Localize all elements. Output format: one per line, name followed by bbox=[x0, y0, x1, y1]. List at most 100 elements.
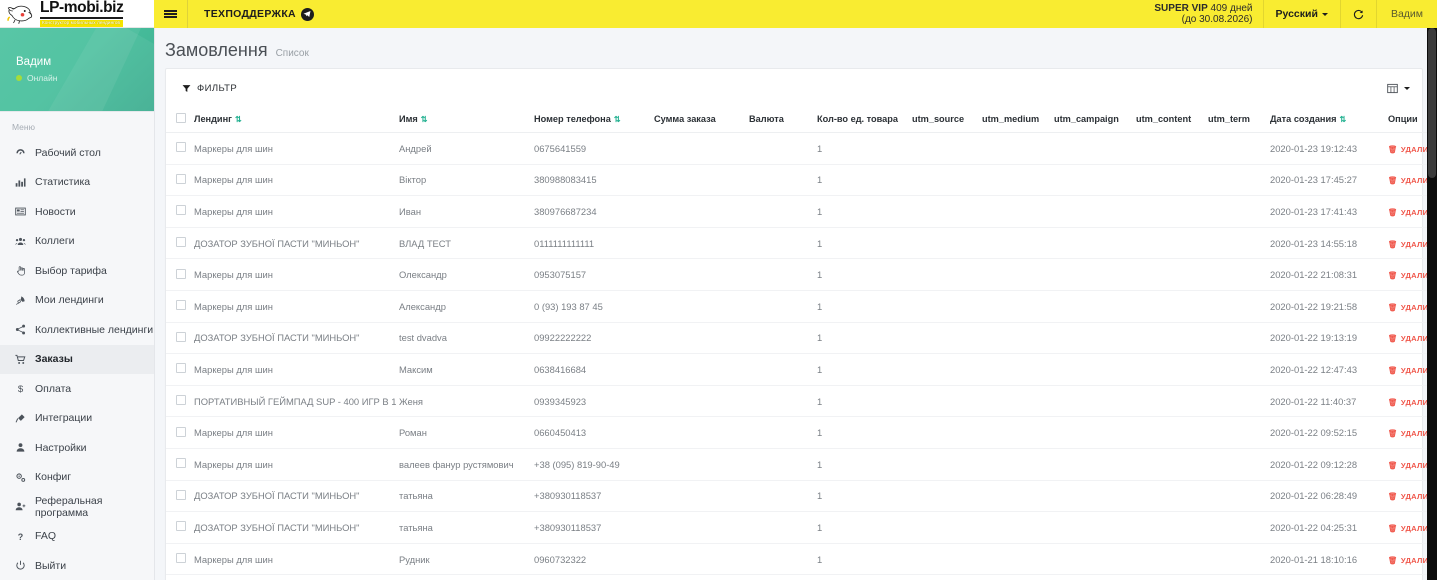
sidebar-item-13[interactable]: ? FAQ bbox=[0, 522, 154, 552]
column-label: Имя bbox=[399, 114, 418, 124]
sidebar-item-1[interactable]: Статистика bbox=[0, 168, 154, 198]
sidebar-item-4[interactable]: Выбор тарифа bbox=[0, 256, 154, 286]
table-row[interactable]: Маркеры для шин Роман 0660450413 1 2020-01-2… bbox=[166, 416, 1437, 449]
row-checkbox[interactable] bbox=[176, 458, 186, 469]
chart-bar-icon bbox=[13, 177, 27, 188]
table-row[interactable]: ПОРТАТИВНЫЙ ГЕЙМПАД SUP - 400 ИГР В 1 Жен… bbox=[166, 385, 1437, 418]
table-row[interactable]: ДОЗАТОР ЗУБНОЇ ПАСТИ "МИНЬОН" test dvadva… bbox=[166, 322, 1437, 355]
sidebar-item-0[interactable]: Рабочий стол bbox=[0, 138, 154, 168]
delete-button[interactable]: 🗑 УДАЛИТЬ bbox=[1388, 176, 1437, 185]
cell-date: 2020-01-21 18:10:16 bbox=[1270, 543, 1388, 576]
sidebar-item-9[interactable]: Интеграции bbox=[0, 404, 154, 434]
table-row[interactable]: Маркеры для шин Рудник 0960732322 1 2020-01-… bbox=[166, 543, 1437, 576]
scrollbar-thumb[interactable] bbox=[1428, 28, 1436, 178]
row-checkbox[interactable] bbox=[176, 173, 186, 184]
delete-label: УДАЛИТЬ bbox=[1400, 302, 1437, 312]
filter-button[interactable]: ФИЛЬТР bbox=[182, 83, 237, 94]
table-row[interactable]: Маркеры для шин Максим 0638416684 1 2020-01-… bbox=[166, 353, 1437, 386]
sidebar-item-6[interactable]: Коллективные лендинги bbox=[0, 315, 154, 345]
sidebar-item-3[interactable]: Коллеги bbox=[0, 227, 154, 257]
row-select-cell bbox=[166, 574, 194, 580]
delete-label: УДАЛИТЬ bbox=[1400, 239, 1437, 249]
row-checkbox[interactable] bbox=[176, 205, 186, 216]
support-link[interactable]: ТЕХПОДДЕРЖКА bbox=[188, 7, 330, 21]
row-checkbox[interactable] bbox=[176, 521, 186, 532]
sidebar-item-14[interactable]: Выйти bbox=[0, 551, 154, 580]
table-row[interactable]: ДОЗАТОР ЗУБНОЇ ПАСТИ "МИНЬОН" ВЛАД ТЕСТ 01… bbox=[166, 227, 1437, 260]
hamburger-icon[interactable] bbox=[154, 0, 188, 28]
sidebar-item-8[interactable]: $ Оплата bbox=[0, 374, 154, 404]
column-header-phone[interactable]: Номер телефона ⇅ bbox=[534, 107, 654, 133]
row-checkbox[interactable] bbox=[176, 363, 186, 374]
delete-button[interactable]: 🗑 УДАЛИТЬ bbox=[1388, 303, 1437, 312]
row-checkbox[interactable] bbox=[176, 142, 186, 153]
delete-button[interactable]: 🗑 УДАЛИТЬ bbox=[1388, 208, 1437, 217]
delete-button[interactable]: 🗑 УДАЛИТЬ bbox=[1388, 556, 1437, 565]
row-checkbox[interactable] bbox=[176, 268, 186, 279]
table-row[interactable]: Маркеры для шин09607323222 1 2020-01-21 18… bbox=[166, 574, 1437, 580]
sidebar-item-11[interactable]: Конфиг bbox=[0, 463, 154, 493]
table-row[interactable]: Маркеры для шин Віктор 380988083415 1 2020-0… bbox=[166, 164, 1437, 197]
dog-logo-icon bbox=[7, 5, 33, 24]
select-all-checkbox[interactable] bbox=[176, 113, 186, 123]
delete-button[interactable]: 🗑 УДАЛИТЬ bbox=[1388, 461, 1437, 470]
cell-utm-term bbox=[1208, 195, 1270, 228]
cell-utm-medium bbox=[982, 574, 1054, 580]
cell-currency bbox=[749, 132, 817, 165]
sidebar-item-7[interactable]: Заказы bbox=[0, 344, 154, 374]
sidebar-item-5[interactable]: Мои лендинги bbox=[0, 286, 154, 316]
row-checkbox[interactable] bbox=[176, 331, 186, 342]
sidebar-item-10[interactable]: Настройки bbox=[0, 433, 154, 463]
cell-utm-medium bbox=[982, 322, 1054, 355]
page-subtitle: Список bbox=[275, 48, 309, 59]
table-row[interactable]: Маркеры для шин Александр 0 (93) 193 87 45… bbox=[166, 290, 1437, 323]
cell-landing: Маркеры для шин bbox=[194, 574, 399, 580]
trash-icon: 🗑 bbox=[1388, 429, 1398, 439]
delete-label: УДАЛИТЬ bbox=[1400, 271, 1437, 281]
column-header-landing[interactable]: Лендинг ⇅ bbox=[194, 107, 399, 133]
table-row[interactable]: Маркеры для шин Иван 380976687234 1 2020-01-… bbox=[166, 195, 1437, 228]
cell-utm-source bbox=[912, 448, 982, 481]
cell-landing: ДОЗАТОР ЗУБНОЇ ПАСТИ "МИНЬОН" bbox=[194, 322, 399, 355]
table-row[interactable]: Маркеры для шин Олександр 0953075157 1 2020-… bbox=[166, 258, 1437, 291]
column-label: Сумма заказа bbox=[654, 114, 716, 124]
delete-button[interactable]: 🗑 УДАЛИТЬ bbox=[1388, 398, 1437, 407]
row-checkbox[interactable] bbox=[176, 489, 186, 500]
cell-landing: Маркеры для шин bbox=[194, 353, 399, 386]
table-row[interactable]: ДОЗАТОР ЗУБНОЇ ПАСТИ "МИНЬОН" татьяна +380… bbox=[166, 480, 1437, 513]
column-header-name[interactable]: Имя ⇅ bbox=[399, 107, 534, 133]
page-scrollbar[interactable] bbox=[1427, 28, 1437, 580]
delete-button[interactable]: 🗑 УДАЛИТЬ bbox=[1388, 366, 1437, 375]
row-checkbox[interactable] bbox=[176, 395, 186, 406]
user-menu[interactable]: Вадим bbox=[1375, 0, 1437, 28]
cell-utm-term bbox=[1208, 480, 1270, 513]
refresh-button[interactable] bbox=[1339, 0, 1376, 28]
table-row[interactable]: ДОЗАТОР ЗУБНОЇ ПАСТИ "МИНЬОН" татьяна +380… bbox=[166, 511, 1437, 544]
table-row[interactable]: Маркеры для шин валеев фанур рустямович +3… bbox=[166, 448, 1437, 481]
logo[interactable]: LP-mobi.biz Конструктор мобильных лендин… bbox=[0, 0, 154, 28]
cell-utm-medium bbox=[982, 132, 1054, 165]
column-chooser[interactable] bbox=[1387, 83, 1410, 94]
table-row[interactable]: Маркеры для шин Андрей 0675641559 1 2020-01-… bbox=[166, 132, 1437, 165]
cell-date: 2020-01-22 19:13:19 bbox=[1270, 322, 1388, 355]
language-selector[interactable]: Русский bbox=[1262, 0, 1340, 28]
delete-button[interactable]: 🗑 УДАЛИТЬ bbox=[1388, 334, 1437, 343]
row-checkbox[interactable] bbox=[176, 553, 186, 564]
delete-button[interactable]: 🗑 УДАЛИТЬ bbox=[1388, 271, 1437, 280]
row-checkbox[interactable] bbox=[176, 237, 186, 248]
delete-button[interactable]: 🗑 УДАЛИТЬ bbox=[1388, 524, 1437, 533]
delete-button[interactable]: 🗑 УДАЛИТЬ bbox=[1388, 429, 1437, 438]
cell-quantity: 1 bbox=[817, 480, 912, 513]
table-header-row: Лендинг ⇅ Имя ⇅ Номер телефона ⇅ Сумма зака… bbox=[166, 107, 1437, 133]
column-header-sum: Сумма заказа bbox=[654, 107, 749, 133]
sidebar-item-12[interactable]: Реферальная программа bbox=[0, 492, 154, 522]
column-header-date[interactable]: Дата создания ⇅ bbox=[1270, 107, 1388, 133]
delete-button[interactable]: 🗑 УДАЛИТЬ bbox=[1388, 492, 1437, 501]
delete-button[interactable]: 🗑 УДАЛИТЬ bbox=[1388, 145, 1437, 154]
sidebar-item-2[interactable]: Новости bbox=[0, 197, 154, 227]
cell-date: 2020-01-23 17:45:27 bbox=[1270, 164, 1388, 197]
delete-button[interactable]: 🗑 УДАЛИТЬ bbox=[1388, 240, 1437, 249]
row-checkbox[interactable] bbox=[176, 426, 186, 437]
row-checkbox[interactable] bbox=[176, 300, 186, 311]
cell-quantity: 1 bbox=[817, 322, 912, 355]
